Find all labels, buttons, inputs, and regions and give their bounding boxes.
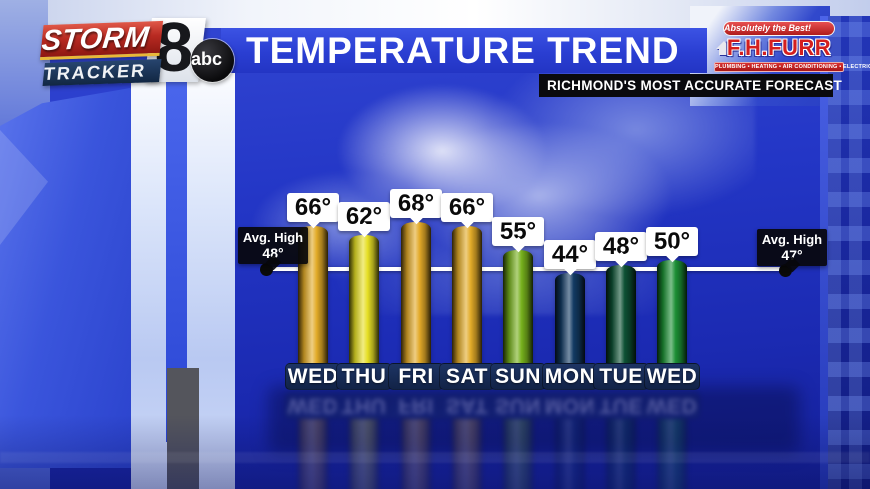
- avg-high-value: 47°: [781, 247, 803, 263]
- abc-network-icon: abc: [191, 39, 234, 82]
- temp-bar-sat: [452, 226, 482, 367]
- temp-bar-wed: [657, 260, 687, 367]
- title-banner: TEMPERATURE TREND: [221, 28, 707, 73]
- day-label-sat: SAT: [439, 363, 495, 390]
- day-label-sun: SUN: [490, 363, 546, 390]
- storm-tracker-8-logo: 8 STORM TRACKER abc: [39, 8, 242, 88]
- sponsor-name: F.H.FURR: [726, 35, 832, 60]
- tagline-bar: RICHMOND'S MOST ACCURATE FORECAST: [539, 74, 842, 97]
- sponsor-tagline: Absolutely the Best!: [724, 23, 812, 33]
- sponsor-tagline-ribbon: Absolutely the Best!: [723, 21, 835, 36]
- day-label-wed: WED: [644, 363, 700, 390]
- reflection-shadow: [268, 386, 800, 454]
- temp-value-label: 50°: [646, 227, 698, 263]
- tracker-banner: TRACKER: [42, 58, 162, 87]
- day-label-mon: MON: [542, 363, 598, 390]
- temp-value-label: 66°: [441, 193, 493, 229]
- avg-high-label: Avg. High: [242, 230, 304, 245]
- temp-bar-mon: [555, 273, 585, 367]
- day-label-fri: FRI: [388, 363, 444, 390]
- sponsor-services: PLUMBING • HEATING • AIR CONDITIONING • …: [715, 64, 870, 70]
- day-label-tue: TUE: [593, 363, 649, 390]
- storm-text: STORM: [40, 21, 151, 58]
- page-title: TEMPERATURE TREND: [246, 30, 680, 71]
- left-blue-stripe: [166, 80, 187, 442]
- sponsor-services-strip: PLUMBING • HEATING • AIR CONDITIONING • …: [714, 62, 870, 72]
- temp-value-label: 44°: [544, 240, 596, 276]
- day-label-thu: THU: [336, 363, 392, 390]
- temp-bar-thu: [349, 235, 379, 367]
- temp-bar-sun: [503, 250, 533, 367]
- temp-value-label: 66°: [287, 193, 339, 229]
- tracker-text: TRACKER: [42, 60, 148, 85]
- avg-high-marker-right: Avg. High 47°: [757, 229, 827, 273]
- temp-value-label: 62°: [338, 202, 390, 238]
- temp-value-label: 48°: [595, 232, 647, 268]
- right-building-panel: [828, 16, 870, 489]
- tagline-text: RICHMOND'S MOST ACCURATE FORECAST: [547, 78, 843, 93]
- temp-value-label: 68°: [390, 189, 442, 225]
- temp-bar-tue: [606, 265, 636, 367]
- fh-furr-sponsor-logo: Absolutely the Best! F.H.FURR PLUMBING •…: [710, 21, 870, 77]
- avg-high-label: Avg. High: [761, 232, 823, 247]
- temp-bar-fri: [401, 222, 431, 367]
- left-gray-column: [167, 368, 199, 489]
- temp-value-label: 55°: [492, 217, 544, 253]
- storm-banner: STORM: [39, 20, 164, 61]
- abc-text: abc: [191, 49, 223, 69]
- left-blue-block: [0, 88, 140, 468]
- day-label-wed: WED: [285, 363, 341, 390]
- avg-high-marker-left: Avg. High 48°: [238, 227, 308, 271]
